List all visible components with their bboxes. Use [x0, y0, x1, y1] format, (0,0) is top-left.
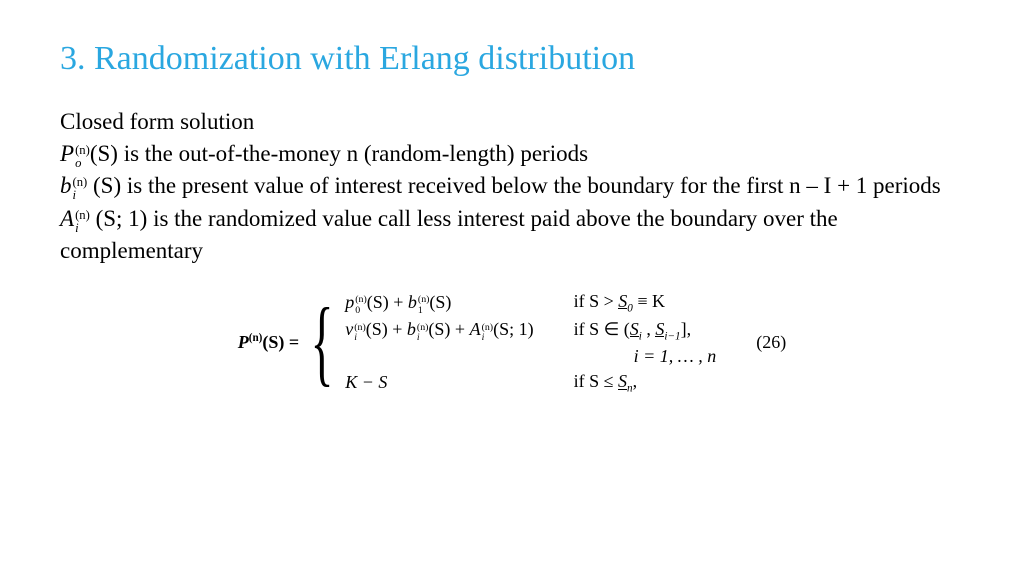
case-3-cond: if S ≤ Sn, — [574, 371, 717, 395]
section-title: 3. Randomization with Erlang distributio… — [60, 40, 964, 78]
equation-26: P(n)(S) = { p(n)0(S) + b(n)1(S) if S > S… — [60, 291, 964, 395]
body-text: Closed form solution P(n)o(S) is the out… — [60, 106, 964, 267]
case-2-cond: if S ∈ (Si , Si−1], — [574, 319, 717, 343]
line-P: P(n)o(S) is the out-of-the-money n (rand… — [60, 138, 964, 170]
case-2-value: v(n)i(S) + b(n)i(S) + A(n)i(S; 1) — [345, 319, 533, 341]
case-1-value: p(n)0(S) + b(n)1(S) — [345, 292, 533, 314]
case-1-cond: if S > S0 ≡ K — [574, 291, 717, 315]
case-3-value: K − S — [345, 372, 533, 393]
line-closed-form: Closed form solution — [60, 106, 964, 138]
eq-cases: p(n)0(S) + b(n)1(S) if S > S0 ≡ K v(n)i(… — [345, 291, 716, 395]
line-A: A(n)i (S; 1) is the randomized value cal… — [60, 203, 964, 267]
brace-icon: { — [311, 304, 334, 381]
line-b: b(n)i (S) is the present value of intere… — [60, 170, 964, 202]
eq-lhs: P(n)(S) = — [238, 332, 299, 353]
eq-number: (26) — [756, 332, 786, 353]
case-2-extra: i = 1, … , n — [574, 346, 717, 367]
